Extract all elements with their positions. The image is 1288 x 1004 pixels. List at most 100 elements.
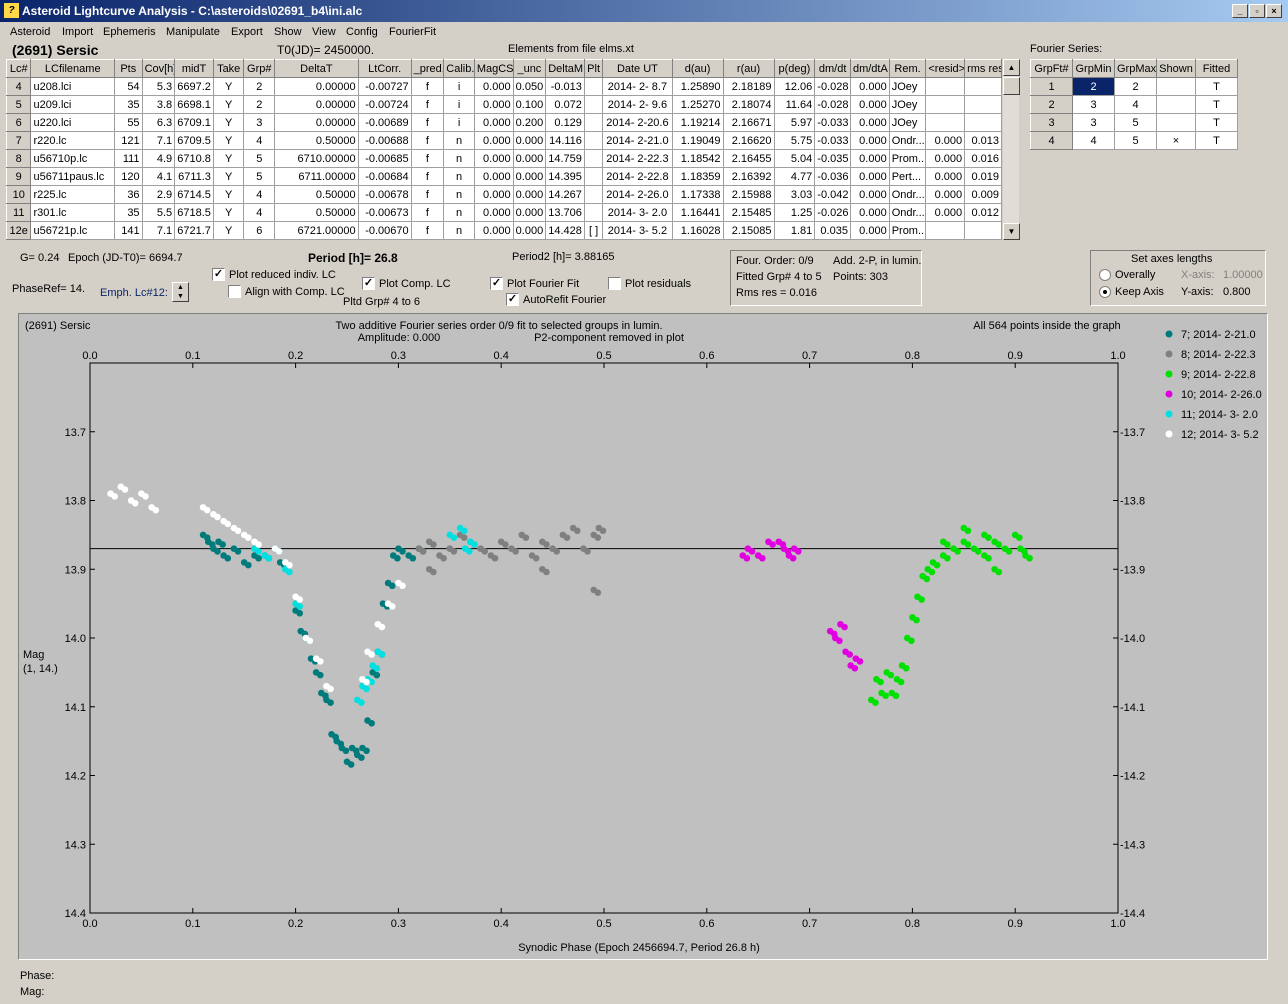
- table-cell[interactable]: 4: [243, 131, 276, 150]
- table-cell[interactable]: i: [443, 113, 475, 132]
- table-cell[interactable]: r220.lc: [30, 131, 116, 150]
- table-cell[interactable]: 1.25270: [671, 95, 724, 114]
- table-cell[interactable]: 2014- 2-22.3: [602, 149, 673, 168]
- table-cell[interactable]: [964, 77, 1002, 96]
- table-cell[interactable]: -0.028: [814, 77, 851, 96]
- table-cell[interactable]: 2014- 3- 5.2: [602, 221, 673, 240]
- table-cell[interactable]: Prom...: [888, 149, 927, 168]
- table-cell[interactable]: 0.000: [473, 221, 514, 240]
- table-cell[interactable]: 0.200: [512, 113, 547, 132]
- table-cell[interactable]: 11.64: [773, 95, 816, 114]
- table-cell[interactable]: 6710.8: [174, 149, 214, 168]
- table-cell[interactable]: -0.033: [814, 131, 851, 150]
- table-cell[interactable]: 0.000: [925, 149, 966, 168]
- column-header[interactable]: DeltaT: [274, 59, 359, 78]
- table-cell[interactable]: Y: [212, 77, 245, 96]
- table-cell[interactable]: JOey: [888, 77, 927, 96]
- table-cell[interactable]: -0.00684: [357, 167, 412, 186]
- table-cell[interactable]: 2014- 3- 2.0: [602, 203, 673, 222]
- table-cell[interactable]: 0.000: [849, 149, 890, 168]
- table-cell[interactable]: 2014- 2-20.6: [602, 113, 673, 132]
- table-cell[interactable]: 1.19214: [671, 113, 724, 132]
- table-cell[interactable]: 6698.1: [174, 95, 214, 114]
- table-cell[interactable]: [583, 167, 604, 186]
- table-cell[interactable]: 2: [243, 77, 276, 96]
- table-cell[interactable]: -0.00673: [357, 203, 412, 222]
- table-cell[interactable]: 1.16441: [671, 203, 724, 222]
- table-cell[interactable]: Y: [212, 149, 245, 168]
- checkbox-empty-icon[interactable]: [228, 285, 241, 298]
- overally-radio[interactable]: Overally: [1099, 269, 1155, 281]
- column-header[interactable]: Cov[h]: [141, 59, 176, 78]
- table-cell[interactable]: 0.000: [473, 185, 514, 204]
- table-cell[interactable]: 141: [114, 221, 143, 240]
- table-cell[interactable]: 0.50000: [274, 131, 359, 150]
- table-cell[interactable]: 4: [243, 185, 276, 204]
- plot-comp-checkbox[interactable]: ✓ Plot Comp. LC: [362, 277, 451, 290]
- fourier-cell[interactable]: 4: [1114, 95, 1157, 114]
- table-cell[interactable]: 2: [243, 95, 276, 114]
- menu-manipulate[interactable]: Manipulate: [166, 26, 220, 38]
- column-header[interactable]: <resid>: [925, 59, 966, 78]
- table-cell[interactable]: 121: [114, 131, 143, 150]
- table-cell[interactable]: 0.50000: [274, 185, 359, 204]
- table-cell[interactable]: [583, 149, 604, 168]
- table-cell[interactable]: 0.000: [473, 95, 514, 114]
- table-cell[interactable]: 0.000: [512, 131, 547, 150]
- table-cell[interactable]: [ ]: [583, 221, 604, 240]
- table-cell[interactable]: 4.77: [773, 167, 816, 186]
- table-cell[interactable]: u56721p.lc: [30, 221, 116, 240]
- fourier-cell[interactable]: 3: [1072, 95, 1115, 114]
- table-cell[interactable]: 11: [6, 203, 32, 222]
- fourier-column-header[interactable]: Fitted: [1195, 59, 1238, 78]
- table-cell[interactable]: 2014- 2- 8.7: [602, 77, 673, 96]
- table-cell[interactable]: 0.019: [964, 167, 1002, 186]
- table-cell[interactable]: 0.016: [964, 149, 1002, 168]
- table-cell[interactable]: 4: [6, 77, 32, 96]
- table-row[interactable]: 9 u56711paus.lc 120 4.1 6711.3 Y 5 6711.00000 -0…: [6, 167, 1002, 186]
- table-cell[interactable]: 0.000: [473, 203, 514, 222]
- restore-button[interactable]: ▫: [1249, 4, 1265, 18]
- table-cell[interactable]: 6: [6, 113, 32, 132]
- spin-up-icon[interactable]: ▲: [177, 284, 184, 291]
- table-cell[interactable]: f: [410, 185, 445, 204]
- column-header[interactable]: Lc#: [6, 59, 32, 78]
- fourier-cell[interactable]: 1: [1030, 77, 1073, 96]
- table-cell[interactable]: -0.036: [814, 167, 851, 186]
- table-cell[interactable]: -0.00678: [357, 185, 412, 204]
- table-cell[interactable]: 1.17338: [671, 185, 724, 204]
- column-header[interactable]: Take: [212, 59, 245, 78]
- menu-show[interactable]: Show: [274, 26, 302, 38]
- table-cell[interactable]: [925, 95, 966, 114]
- table-cell[interactable]: 0.000: [849, 95, 890, 114]
- fourier-cell[interactable]: T: [1195, 95, 1238, 114]
- table-cell[interactable]: 3: [243, 113, 276, 132]
- column-header[interactable]: LCfilename: [30, 59, 116, 78]
- table-cell[interactable]: 1.18542: [671, 149, 724, 168]
- table-cell[interactable]: 3.03: [773, 185, 816, 204]
- table-cell[interactable]: 36: [114, 185, 143, 204]
- scroll-up-icon[interactable]: ▲: [1003, 59, 1020, 76]
- column-header[interactable]: Pts: [114, 59, 143, 78]
- fourier-cell[interactable]: T: [1195, 77, 1238, 96]
- table-cell[interactable]: [583, 131, 604, 150]
- column-header[interactable]: Date UT: [602, 59, 673, 78]
- table-cell[interactable]: -0.00689: [357, 113, 412, 132]
- table-cell[interactable]: f: [410, 149, 445, 168]
- table-cell[interactable]: 1.16028: [671, 221, 724, 240]
- table-cell[interactable]: 2014- 2-21.0: [602, 131, 673, 150]
- table-cell[interactable]: [583, 77, 604, 96]
- table-cell[interactable]: -0.042: [814, 185, 851, 204]
- table-row[interactable]: 12e u56721p.lc 141 7.1 6721.7 Y 6 6721.00000 -0.…: [6, 221, 1002, 240]
- scroll-down-icon[interactable]: ▼: [1003, 223, 1020, 240]
- table-cell[interactable]: f: [410, 77, 445, 96]
- plot-reduced-checkbox[interactable]: ✓ Plot reduced indiv. LC: [212, 268, 336, 281]
- table-cell[interactable]: Y: [212, 95, 245, 114]
- menu-ephemeris[interactable]: Ephemeris: [103, 26, 156, 38]
- align-checkbox[interactable]: Align with Comp. LC: [228, 285, 345, 298]
- table-cell[interactable]: Ondr...: [888, 203, 927, 222]
- table-cell[interactable]: u56711paus.lc: [30, 167, 116, 186]
- fourier-cell[interactable]: 2: [1114, 77, 1157, 96]
- table-cell[interactable]: Pert...: [888, 167, 927, 186]
